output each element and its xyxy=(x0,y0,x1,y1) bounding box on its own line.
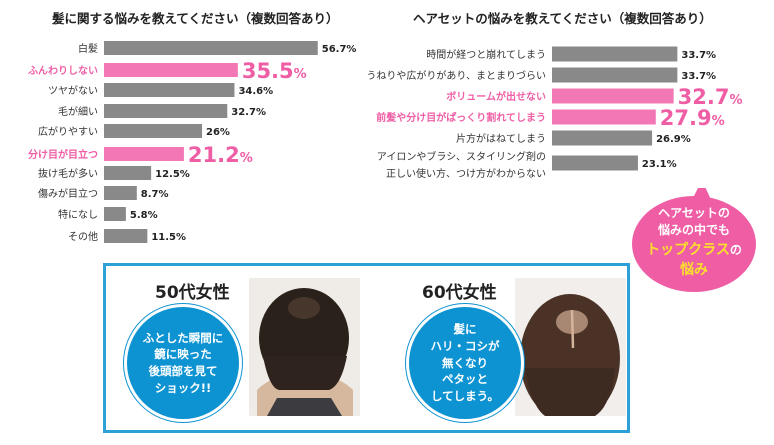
persona-60s-bubble: 髪に ハリ・コシが 無くなり ペタッと してしまう。 xyxy=(406,304,524,422)
callout-line-1: ヘアセットの xyxy=(658,206,730,220)
chart1-bar xyxy=(104,41,318,55)
callout-bubble: ヘアセットの 悩みの中でも トップクラスの 悩み xyxy=(630,180,758,294)
callout-particle: の xyxy=(729,242,742,257)
chart1-category-label: 分け目が目立つ xyxy=(28,148,98,161)
chart2-bar xyxy=(552,109,656,125)
chart2-category-label: 片方がはねてしまう xyxy=(456,132,546,145)
chart1-category-label: ふんわりしない xyxy=(28,65,98,77)
chart2-category-label: うねりや広がりがあり、まとまりづらい xyxy=(366,69,546,82)
persona-50s-bubble-line: 後頭部を見て xyxy=(148,364,218,378)
chart2-bar xyxy=(552,88,674,104)
persona-50s-bubble: ふとした瞬間に 鏡に映った 後頭部を見て ショック!! xyxy=(124,304,242,422)
chart1-category-label: ツヤがない xyxy=(48,84,98,97)
chart1-category-label: 傷みが目立つ xyxy=(38,187,98,200)
chart2-title: ヘアセットの悩みを教えてください（複数回答あり） xyxy=(413,11,712,26)
chart2-value-label: 32.7% xyxy=(678,85,743,109)
chart1-bar xyxy=(104,104,228,118)
persona-60s-bubble-line: してしまう。 xyxy=(431,389,499,403)
chart1-value-label: 26% xyxy=(206,127,230,138)
chart2-category-label: 時間が経つと崩れてしまう xyxy=(426,48,546,61)
chart1-title: 髪に関する悩みを教えてください（複数回答あり） xyxy=(52,11,339,26)
chart1-bar xyxy=(104,124,203,138)
chart1-category-label: その他 xyxy=(68,230,98,243)
chart1-svg: 白髪 56.7% ふんわりしない 35.5% ツヤがない 34.6% 毛が細い 32.7% 広が… xyxy=(28,41,357,243)
chart1-bar xyxy=(104,83,235,97)
chart2-value-label: 27.9% xyxy=(660,106,725,130)
chart2-category-label: アイロンやブラシ、スタイリング剤の xyxy=(377,150,546,163)
persona-60s-bubble-line: ハリ・コシが xyxy=(430,338,500,353)
chart1-value-label: 21.2% xyxy=(188,143,253,167)
persona-50s-photo xyxy=(249,278,360,416)
callout-shape xyxy=(632,180,756,292)
persona-60s-photo xyxy=(515,278,626,416)
chart1-value-label: 35.5% xyxy=(242,59,307,83)
chart2-value-label: 33.7% xyxy=(681,50,716,61)
chart1-value-label: 34.6% xyxy=(238,86,273,97)
callout-line-4: 悩み xyxy=(680,262,708,279)
chart1-value-label: 56.7% xyxy=(322,44,357,55)
chart2-bar xyxy=(552,67,678,83)
chart2-svg: 時間が経つと崩れてしまう 33.7% うねりや広がりがあり、まとまりづらい 33.7%… xyxy=(366,46,743,180)
persona-50s-bubble-line: ふとした瞬間に xyxy=(142,330,224,345)
chart1-bar xyxy=(104,63,238,77)
chart2-bar xyxy=(552,46,678,62)
chart2-category-label: 正しい使い方、つけ方がわからない xyxy=(386,167,546,180)
chart2-value-label: 23.1% xyxy=(642,159,677,170)
chart1-value-label: 5.8% xyxy=(130,210,158,221)
chart1-value-label: 8.7% xyxy=(141,189,169,200)
chart2-bar xyxy=(552,155,638,171)
chart1-value-label: 11.5% xyxy=(151,232,186,243)
callout-line-2: 悩みの中でも xyxy=(657,223,730,238)
chart2-bar xyxy=(552,130,653,146)
chart1-category-label: 広がりやすい xyxy=(38,125,98,138)
chart2-value-label: 33.7% xyxy=(681,71,716,82)
callout-highlight: トップクラス xyxy=(646,241,730,258)
chart2-category-label: ボリュームが出せない xyxy=(446,90,546,103)
persona-50s-bubble-line: ショック!! xyxy=(154,380,212,395)
chart2-category-label: 前髪や分け目がぱっくり割れてしまう xyxy=(376,111,546,124)
persona-60s-bubble-line: 無くなり xyxy=(442,355,488,370)
chart1-value-label: 12.5% xyxy=(155,169,190,180)
chart1-bar xyxy=(104,186,137,200)
chart1-bar xyxy=(104,166,152,180)
chart1-value-label: 32.7% xyxy=(231,107,266,118)
persona-panel: 50代女性 ふとした瞬間に 鏡に映った 後頭部を見て ショック!! 60代女性 xyxy=(103,263,630,433)
persona-50s-label: 50代女性 xyxy=(155,283,230,303)
chart1-bar xyxy=(104,229,148,243)
persona-50s-bubble-line: 鏡に映った xyxy=(154,347,212,362)
chart1-bar xyxy=(104,147,184,161)
chart1-category-label: 白髪 xyxy=(78,42,98,55)
persona-60s-label: 60代女性 xyxy=(422,283,497,303)
chart1-bar xyxy=(104,207,126,221)
persona-60s-bubble-line: 髪に xyxy=(453,322,477,337)
chart1-category-label: 特になし xyxy=(58,209,98,221)
chart2-value-label: 26.9% xyxy=(656,134,691,145)
persona-60s-bubble-line: ペタッと xyxy=(442,372,488,387)
chart1-category-label: 毛が細い xyxy=(58,105,98,118)
chart1-category-label: 抜け毛が多い xyxy=(38,167,98,180)
